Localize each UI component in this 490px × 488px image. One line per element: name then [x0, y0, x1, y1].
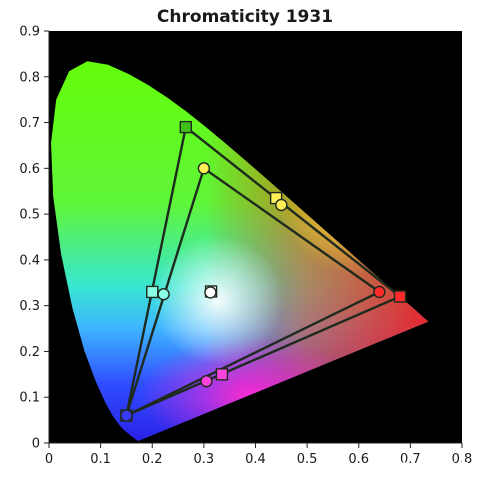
x-tick-label: 0.4 — [245, 452, 266, 467]
x-tick-label: 0.5 — [297, 452, 318, 467]
square-gamut-triangle — [125, 125, 402, 417]
axes: 0 0.1 0.2 0.3 0.4 0.5 0.6 0.7 0.8 0 0.1 0.2 0.3 0.4 0.… — [19, 25, 472, 468]
square-midpoint-marker — [215, 368, 229, 381]
square-primary-marker — [393, 290, 407, 303]
circle-midpoint-marker — [200, 375, 213, 388]
circle-primary-marker — [197, 162, 211, 175]
y-tick-label: 0.7 — [19, 116, 40, 131]
circle-white-point-marker — [204, 286, 217, 299]
y-tick-label: 0.9 — [19, 25, 40, 40]
square-midpoint-marker — [146, 285, 159, 299]
chart-title: Chromaticity 1931 — [157, 7, 333, 27]
y-tick-label: 0.4 — [19, 253, 40, 268]
y-tick-label: 0.6 — [19, 162, 40, 177]
square-primary-marker — [179, 120, 193, 134]
x-tick-label: 0.1 — [90, 452, 111, 467]
y-tick-label: 0.8 — [19, 70, 40, 85]
gamut-layer — [120, 120, 407, 422]
y-tick-label: 0.2 — [19, 345, 40, 360]
x-tick-label: 0.2 — [142, 452, 163, 467]
circle-primary-marker — [120, 409, 133, 422]
watermark: 头条 @影音SN — [400, 460, 487, 476]
x-tick-label: 0.7 — [400, 452, 421, 467]
y-tick-label: 0.3 — [19, 299, 40, 314]
y-tick-label: 0.1 — [19, 391, 40, 406]
circle-midpoint-marker — [157, 288, 170, 301]
y-tick-label: 0 — [32, 437, 40, 452]
x-tick-label: 0.3 — [194, 452, 215, 467]
x-tick-label: 0.6 — [348, 452, 369, 467]
circle-primary-marker — [373, 285, 386, 299]
x-tick-label: 0 — [45, 452, 53, 467]
x-tick-label: 0.8 — [452, 452, 473, 467]
y-tick-label: 0.5 — [19, 208, 40, 223]
circle-midpoint-marker — [275, 198, 288, 212]
